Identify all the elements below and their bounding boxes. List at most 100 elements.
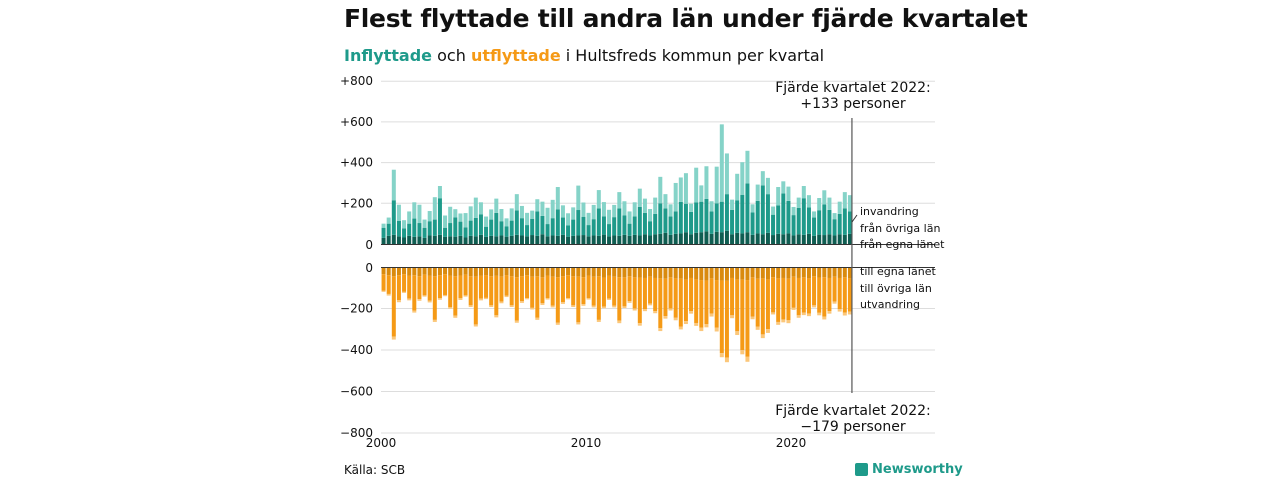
bar-out [730, 277, 735, 316]
bar-out [724, 268, 729, 281]
bar-in [699, 232, 704, 244]
bar-in [648, 235, 653, 244]
bar-out [478, 298, 483, 301]
bar-in [545, 236, 550, 244]
bar-in [689, 203, 694, 212]
bar-in [432, 197, 437, 220]
chart-title: Flest flyttade till andra län under fjär… [344, 4, 1028, 33]
bar-in [832, 213, 837, 220]
bar-in [530, 235, 535, 244]
bar-in [463, 237, 468, 244]
bar-out [437, 268, 442, 276]
bar-out [586, 268, 591, 276]
chart-subtitle: Inflyttade och utflyttade i Hultsfreds k… [344, 46, 1044, 65]
bar-in [478, 214, 483, 235]
bar-out [765, 268, 770, 280]
bar-in [776, 233, 781, 244]
bar-in [796, 207, 801, 235]
bar-out [642, 277, 647, 310]
bar-in [473, 217, 478, 237]
y-tick-label: 0 [365, 261, 373, 275]
bar-in [719, 124, 724, 202]
bar-in [494, 212, 499, 237]
bar-in [407, 235, 412, 244]
bar-in [560, 205, 565, 218]
bar-in [519, 205, 524, 219]
bar-out [745, 356, 750, 362]
bar-in [648, 209, 653, 222]
bar-out [402, 274, 407, 292]
bar-in [596, 208, 601, 236]
bar-in [530, 210, 535, 219]
bar-in [750, 212, 755, 235]
bar-out [719, 280, 724, 354]
bar-out [386, 268, 391, 276]
bar-out [530, 268, 535, 277]
bar-in [555, 235, 560, 244]
bar-in [540, 234, 545, 244]
bar-out [786, 320, 791, 324]
bar-out [504, 275, 509, 296]
bar-out [607, 268, 612, 276]
bar-out [699, 268, 704, 281]
bar-in [709, 201, 714, 212]
bar-out [806, 278, 811, 314]
bar-out [417, 299, 422, 301]
bar-in [494, 198, 499, 213]
bar-in [463, 227, 468, 238]
bar-in [694, 202, 699, 233]
bar-in [612, 217, 617, 236]
bar-out [612, 268, 617, 277]
bar-in [566, 225, 571, 237]
bar-out [535, 276, 540, 318]
bar-out [514, 268, 519, 278]
bar-in [622, 215, 627, 235]
bar-in [750, 204, 755, 213]
bar-out [381, 274, 386, 291]
bar-out [673, 317, 678, 321]
bar-out [842, 268, 847, 278]
bar-in [545, 224, 550, 237]
bar-in [494, 236, 499, 244]
bar-out [591, 276, 596, 306]
bar-out [817, 277, 822, 313]
bar-in [586, 236, 591, 244]
bar-in [540, 201, 545, 216]
bar-out [714, 327, 719, 332]
bar-out [822, 277, 827, 317]
bar-out [463, 295, 468, 297]
bar-in [607, 236, 612, 244]
bar-in [535, 235, 540, 244]
bar-out [545, 268, 550, 276]
bar-in [776, 187, 781, 206]
bar-out [463, 268, 468, 275]
bar-out [627, 268, 632, 277]
bar-in [448, 223, 453, 237]
bar-in [386, 235, 391, 244]
bar-out [704, 268, 709, 281]
bar-out [596, 276, 601, 320]
bar-in [822, 235, 827, 244]
bar-in [771, 235, 776, 244]
bar-out [499, 301, 504, 304]
bar-in [484, 216, 489, 227]
bar-out [653, 277, 658, 312]
bar-in [484, 236, 489, 244]
bar-out [760, 278, 765, 335]
bar-out [560, 302, 565, 304]
bar-in [509, 208, 514, 221]
bar-out [648, 276, 653, 304]
bar-in [386, 223, 391, 236]
bar-out [612, 276, 617, 306]
bar-in [627, 211, 632, 224]
bar-in [837, 201, 842, 214]
bar-out [663, 278, 668, 317]
bar-out [443, 274, 448, 295]
bar-out [709, 313, 714, 317]
bar-in [668, 216, 673, 235]
bar-out [412, 275, 417, 311]
bar-out [540, 303, 545, 305]
bar-in [407, 223, 412, 236]
bar-out [689, 311, 694, 314]
bar-in [586, 225, 591, 237]
